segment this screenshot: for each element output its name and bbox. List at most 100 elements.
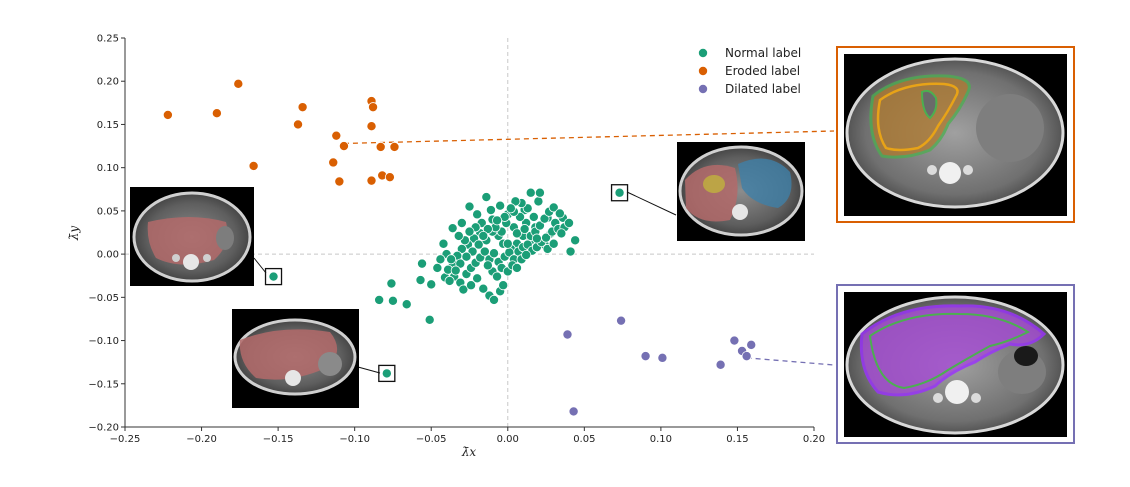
eroded-inset-leader <box>343 130 835 145</box>
highlight-box <box>378 364 396 383</box>
eroded-label-point <box>162 109 173 120</box>
normal-label-point <box>570 235 581 246</box>
x-axis-label: λ̄x <box>461 445 477 459</box>
dashed-leader-lines <box>343 130 835 366</box>
normal-label-point <box>456 217 467 228</box>
y-tick-label: 0.15 <box>97 120 119 131</box>
normal-label-point <box>525 187 536 198</box>
normal-label-point <box>473 239 484 250</box>
normal-label-point <box>548 202 559 213</box>
leader-line-bottom-inset <box>357 366 381 374</box>
y-axis-ticks: −0.20 −0.15 −0.10 −0.05 0.00 0.05 0.10 0.15 0.20… <box>88 34 125 434</box>
normal-label-point <box>381 368 392 379</box>
legend-marker-dilated-label <box>698 84 708 94</box>
normal-label-point <box>519 224 530 235</box>
x-tick-label: −0.15 <box>263 434 294 445</box>
x-tick-label: −0.10 <box>339 434 370 445</box>
normal-label-point <box>478 230 489 241</box>
normal-label-point <box>456 243 467 254</box>
normal-label-point <box>464 201 475 212</box>
dilated-label-point <box>657 352 668 363</box>
normal-label-point <box>498 280 509 291</box>
normal-label-point <box>505 203 516 214</box>
normal-label-point <box>387 295 398 306</box>
x-tick-label: 0.15 <box>726 434 748 445</box>
normal-label-point <box>374 294 385 305</box>
normal-label-point <box>435 254 446 265</box>
x-tick-label: 0.05 <box>573 434 595 445</box>
normal-label-point <box>417 258 428 269</box>
y-tick-label: −0.10 <box>88 336 119 347</box>
dilated-label-point <box>568 406 579 417</box>
eroded-label-point <box>384 172 395 183</box>
normal-label-point <box>531 233 542 244</box>
normal-label-point <box>534 220 545 231</box>
legend: Normal label Eroded label Dilated label <box>698 46 801 96</box>
normal-label-point <box>461 251 472 262</box>
leader-line-left-inset <box>253 257 267 274</box>
normal-label-point <box>492 215 503 226</box>
normal-label-point <box>548 238 559 249</box>
legend-label-eroded-label: Eroded label <box>725 64 800 78</box>
x-tick-label: 0.10 <box>650 434 672 445</box>
normal-label-point <box>614 187 625 198</box>
y-tick-label: −0.05 <box>88 293 119 304</box>
normal-label-point <box>482 260 493 271</box>
normal-label-point <box>447 223 458 234</box>
normal-label-point <box>488 294 499 305</box>
x-tick-label: 0.20 <box>803 434 825 445</box>
y-axis-label: λ̄y <box>67 226 81 242</box>
legend-label-dilated-label: Dilated label <box>725 82 801 96</box>
normal-label-point <box>502 238 513 249</box>
normal-label-point <box>438 238 449 249</box>
normal-label-point <box>450 265 461 276</box>
x-tick-label: 0.00 <box>497 434 519 445</box>
eroded-label-point <box>293 119 304 130</box>
normal-label-point <box>510 196 521 207</box>
normal-label-point <box>534 187 545 198</box>
inset-leader-lines <box>253 191 677 374</box>
normal-label-point <box>458 284 469 295</box>
normal-label-point <box>432 262 443 273</box>
eroded-label-point <box>334 176 345 187</box>
normal-label-point <box>415 275 426 286</box>
y-tick-label: 0.10 <box>97 163 119 174</box>
eroded-label-point <box>248 160 259 171</box>
eroded-inset <box>836 46 1075 223</box>
normal-label-point <box>481 192 492 203</box>
normal-label-point <box>511 228 522 239</box>
normal-label-point <box>453 230 464 241</box>
eroded-label-point <box>331 130 342 141</box>
y-tick-label: −0.15 <box>88 379 119 390</box>
dilated-inset <box>836 284 1075 444</box>
normal-label-point <box>268 271 279 282</box>
eroded-label-point <box>211 108 222 119</box>
normal-label-point <box>466 280 477 291</box>
eroded-label-point <box>297 102 308 113</box>
dilated-label-point <box>616 315 627 326</box>
eroded-label-point <box>366 121 377 132</box>
normal-label-point <box>511 262 522 273</box>
legend-label-normal-label: Normal label <box>725 46 801 60</box>
x-tick-label: −0.05 <box>416 434 447 445</box>
normal-label-point <box>472 273 483 284</box>
normal-label-point <box>424 314 435 325</box>
normal-label-point <box>464 226 475 237</box>
normal-label-point <box>386 278 397 289</box>
normal-label-point <box>485 205 496 216</box>
normal-label-point <box>521 249 532 260</box>
legend-marker-normal-label <box>698 48 708 58</box>
normal-label-point <box>533 196 544 207</box>
dilated-label-point <box>715 359 726 370</box>
normal-label-point <box>446 254 457 265</box>
highlight-box <box>264 267 283 286</box>
normal-label-point <box>478 283 489 294</box>
normal-label-point <box>472 209 483 220</box>
x-axis-ticks: −0.25 −0.20 −0.15 −0.10 −0.05 0.00 0.05 0.10 0.1… <box>110 427 825 445</box>
eroded-label-point <box>375 141 386 152</box>
normal-label-point <box>528 211 539 222</box>
normal-label-point <box>564 217 575 228</box>
eroded-label-point <box>328 157 339 168</box>
y-tick-label: 0.20 <box>97 77 119 88</box>
